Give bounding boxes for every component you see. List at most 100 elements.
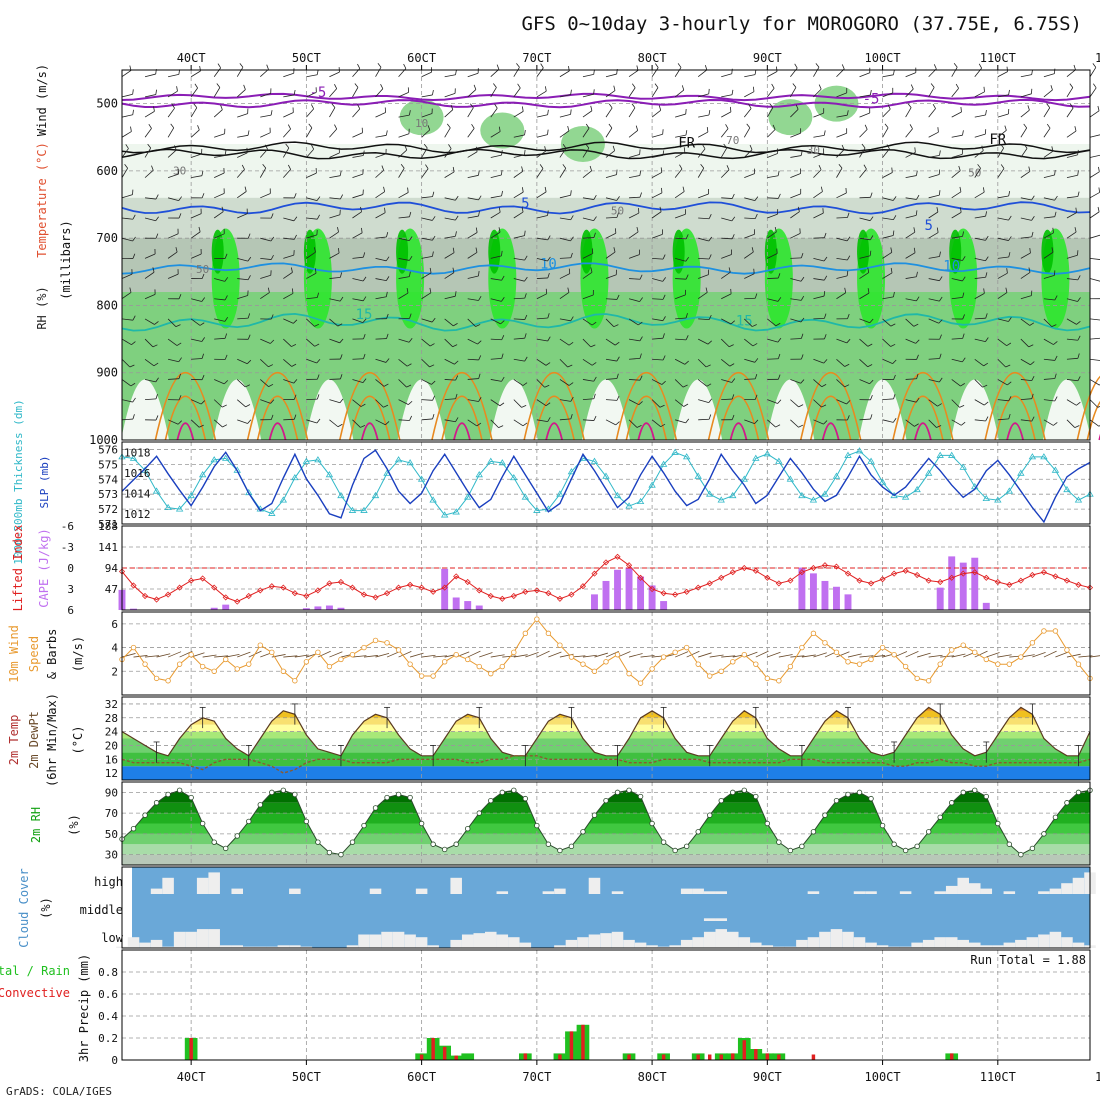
cape-bar: [314, 606, 321, 610]
rh2m-line-point: [396, 792, 401, 797]
rh2m-line-point: [385, 795, 390, 800]
wind-barb: [329, 379, 340, 380]
ylabel-slp: SLP (mb): [38, 456, 51, 509]
cloud-bar-low: [128, 937, 140, 948]
cape-bar: [983, 603, 990, 610]
precip-conv-bar: [443, 1047, 446, 1060]
rh2m-line-point: [615, 790, 620, 795]
wind10-line-point: [765, 676, 770, 681]
wind-barb-flag: [1093, 84, 1096, 88]
y-tick-rh2m: 90: [105, 786, 118, 799]
rh2m-line-point: [1042, 832, 1047, 837]
run-total-label: Run Total = 1.88: [970, 953, 1086, 967]
ylabel-10m-wind: 10m Wind: [7, 625, 21, 683]
rh2m-line-point: [811, 830, 816, 835]
rh2m-line-point: [1030, 846, 1035, 851]
cape-bar: [464, 601, 471, 610]
rh2m-line-point: [258, 803, 263, 808]
cloud-bar-low: [450, 940, 462, 948]
upper-air-panel: Wind (m/s) Temperature (°C) RH (%) (mill…: [35, 64, 73, 330]
rh2m-line-point: [500, 790, 505, 795]
rh2m-line-point: [696, 830, 701, 835]
cloud-bar-low: [1050, 932, 1062, 948]
ylabel-lifted-index: Lifted Index: [11, 525, 25, 612]
precip-conv-bar: [570, 1031, 573, 1060]
precip-conv-bar: [581, 1025, 584, 1060]
wind10-line-point: [1076, 662, 1081, 667]
rh2m-line-point: [512, 788, 517, 793]
cape-bar: [603, 581, 610, 610]
cloud-bar-low: [692, 937, 704, 948]
precip-conv-bar: [812, 1055, 815, 1061]
precip-conv-bar: [524, 1053, 527, 1060]
ylabel-2m-rh: 2m RH: [29, 807, 43, 843]
cloud-bar-low: [600, 933, 612, 948]
wind10-line-point: [1019, 655, 1024, 660]
wind-barb-flag: [892, 168, 893, 173]
cloud-bar-high: [715, 891, 727, 894]
y-tick-cape: 188: [98, 520, 118, 533]
x-tick-label-bottom: 50CT: [292, 1070, 321, 1084]
rh2m-line-point: [903, 848, 908, 853]
cloud-bar-low: [370, 935, 382, 949]
y-tick-precip: 0.6: [98, 988, 118, 1001]
cloud-bar-high: [808, 891, 820, 894]
rh2m-line-point: [143, 813, 148, 818]
wind-barb: [352, 359, 363, 360]
cloud-bar-high: [900, 891, 912, 894]
rh2m-line-point: [892, 842, 897, 847]
rh2m-line-point: [938, 815, 943, 820]
rh2m-line-point: [350, 840, 355, 845]
wind-barb: [1090, 338, 1100, 339]
rh-contour-label: 70: [726, 134, 739, 147]
rh2m-line-point: [339, 852, 344, 857]
temp-contour-label: FR: [989, 132, 1006, 148]
wind10-line-point: [362, 645, 367, 650]
rh2m-line-point: [454, 842, 459, 847]
wind-barb: [744, 379, 755, 380]
cape-bar: [476, 606, 483, 610]
rh2m-line-point: [1053, 815, 1058, 820]
wind10-line-point: [200, 664, 205, 669]
rh2m-line-point: [765, 821, 770, 826]
bottom-x-axis: 40CT50CT60CT70CT80CT90CT100CT110CT120CT1…: [177, 1070, 1100, 1084]
cloud-bar-low: [404, 935, 416, 949]
cloud-bar-middle: [704, 918, 716, 921]
y-tick-thickness: 575: [98, 458, 118, 471]
cloud-bar-high: [450, 878, 462, 894]
wind10m-panel: 10m Wind Speed & Barbs (m/s): [7, 625, 85, 683]
rh2m-line-point: [719, 798, 724, 803]
cloud-bar-low: [796, 940, 808, 948]
wind10-line-point: [638, 681, 643, 686]
wind10-line-point: [892, 652, 897, 657]
cloud-bar-low: [381, 932, 393, 948]
y-tick-temp2m: 20: [105, 739, 118, 752]
ylabel-rh-units: (%): [67, 814, 81, 836]
cloud-bar-low: [623, 940, 635, 948]
y-tick-slp: 1012: [124, 508, 151, 521]
precip-conv-bar: [420, 1055, 423, 1061]
cloud-bar-high: [554, 889, 566, 894]
cloud-bar-low: [934, 937, 946, 948]
wind-barb-flag: [842, 64, 844, 69]
y-tick-cape: 47: [105, 583, 118, 596]
rh2m-line-point: [996, 821, 1001, 826]
wind-barb-flag: [1099, 187, 1100, 192]
x-tick-label-top: 110CT: [980, 51, 1016, 65]
cloud-bar-high: [208, 872, 220, 894]
wind10-line-point: [661, 655, 666, 660]
rh2m-band: [122, 834, 1090, 844]
y-tick-wind10: 4: [111, 642, 118, 655]
cloud-bar-middle: [715, 918, 727, 921]
rh2m-line-point: [777, 840, 782, 845]
y-tick-temp2m: 24: [105, 726, 119, 739]
cloud-bar-high: [416, 889, 428, 894]
wind-barb-flag: [816, 63, 819, 67]
cloud-bar-high: [1004, 891, 1016, 894]
y-tick-precip: 0.2: [98, 1032, 118, 1045]
wind10-line-point: [823, 641, 828, 646]
rh2m-line-point: [627, 788, 632, 793]
wind10-line-point: [650, 667, 655, 672]
wind10-line-point: [488, 671, 493, 676]
